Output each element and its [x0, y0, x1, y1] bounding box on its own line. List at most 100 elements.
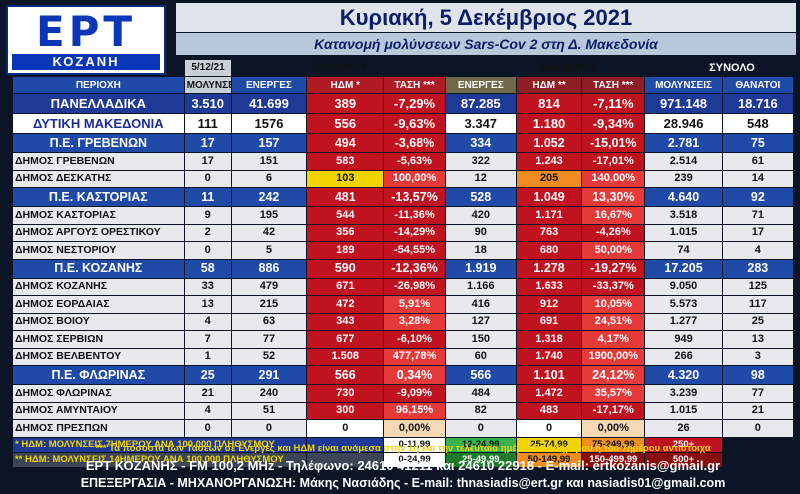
cell-value: 1.049 [516, 188, 582, 206]
row-name: ΔΗΜΟΣ ΒΟΙΟΥ [13, 313, 184, 330]
cell-value: 1.278 [516, 259, 582, 278]
cell-value: 195 [231, 207, 307, 224]
cell-value: 1.166 [445, 278, 516, 295]
cell-value: 18.716 [722, 94, 793, 113]
table-row: ΔΗΜΟΣ ΔΕΣΚΑΤΗΣ 0 6 103 100,00% 12 205 140,00% 23… [13, 170, 793, 187]
cell-value: 100,00% [384, 170, 445, 187]
cell-value: 4.320 [645, 366, 722, 384]
legend-range: 25-74,99 [516, 437, 582, 452]
cell-value: 420 [445, 207, 516, 224]
cell-value: 41.699 [231, 94, 307, 113]
cell-value: 90 [445, 224, 516, 241]
cell-value: 111 [184, 114, 231, 133]
cell-value: 0,00% [582, 420, 645, 437]
cell-value: 14 [722, 170, 793, 187]
cell-value: -7,11% [582, 94, 645, 113]
legend-row: ** ΗΔΜ: ΜΟΛΥΝΣΕΙΣ 14ΗΜΕΡΟΥ ΑΝΑ 100.000 Π… [13, 452, 793, 467]
cell-value: 21 [184, 385, 231, 402]
cell-value: 886 [231, 259, 307, 278]
cell-value: 680 [516, 242, 582, 259]
cell-value: 283 [722, 259, 793, 278]
cell-value: -17,01% [582, 153, 645, 170]
table-row: Π.Ε. ΚΑΣΤΟΡΙΑΣ 11 242 481 -13,57% 528 1.049 13,… [13, 188, 793, 206]
row-name: Π.Ε. ΦΛΩΡΙΝΑΣ [13, 366, 184, 384]
table-row: ΔΗΜΟΣ ΦΛΩΡΙΝΑΣ 21 240 730 -9,09% 484 1.472 35,5… [13, 385, 793, 402]
cell-value: 1.740 [516, 348, 582, 365]
cell-value: 21 [722, 402, 793, 419]
column-header: ΤΑΣΗ *** [582, 77, 645, 93]
cell-value: -54,55% [384, 242, 445, 259]
cell-value: -14,29% [384, 224, 445, 241]
cell-value: 13,30% [582, 188, 645, 206]
cell-value: 1.472 [516, 385, 582, 402]
cell-value: 157 [231, 134, 307, 152]
table-row: ΠΑΝΕΛΛΑΔΙΚΑ 3.510 41.699 389 -7,29% 87.285 814… [13, 94, 793, 113]
column-header: ΕΝΕΡΓΕΣ [231, 77, 307, 93]
cell-value: 548 [722, 114, 793, 133]
legend-range: 0-24,99 [384, 452, 445, 467]
cell-value: 11 [184, 188, 231, 206]
cell-value: 949 [645, 331, 722, 348]
group-7day: 7ΗΜΕΡΟΥ [314, 62, 368, 74]
cell-value: 544 [307, 207, 384, 224]
cell-value: 13 [184, 296, 231, 313]
cell-value: 912 [516, 296, 582, 313]
cell-value: 75 [722, 134, 793, 152]
row-name: Π.Ε. ΓΡΕΒΕΝΩΝ [13, 134, 184, 152]
cell-value: 1.052 [516, 134, 582, 152]
cell-value: 1.015 [645, 402, 722, 419]
row-name: ΔΗΜΟΣ ΑΡΓΟΥΣ ΟΡΕΣΤΙΚΟΥ [13, 224, 184, 241]
cell-value: -9,09% [384, 385, 445, 402]
cell-value: 17 [184, 134, 231, 152]
cell-value: 240 [231, 385, 307, 402]
cell-value: 3,28% [384, 313, 445, 330]
table-row: Π.Ε. ΓΡΕΒΕΝΩΝ 17 157 494 -3,68% 334 1.052 -15,0… [13, 134, 793, 152]
cell-value: 5 [231, 242, 307, 259]
cell-value: 4 [184, 402, 231, 419]
cell-value: 566 [445, 366, 516, 384]
legend-row: * ΗΔΜ: ΜΟΛΥΝΣΕΙΣ 7ΗΜΕΡΟΥ ΑΝΑ 100.000 ΠΛΗ… [13, 437, 793, 452]
report-date: 5/12/21 [185, 60, 231, 76]
column-header: ΕΝΕΡΓΕΣ [445, 77, 516, 93]
page-title: Κυριακή, 5 Δεκέμβριος 2021 [176, 3, 796, 32]
cell-value: 0 [231, 420, 307, 437]
footnote: *** Τα ποσοστά των Τάσεων σε Ενεργές και… [95, 443, 711, 454]
legend-range: 250+ [645, 437, 722, 452]
cell-value: 1.277 [645, 313, 722, 330]
cell-value: 24,12% [582, 366, 645, 384]
cell-value: 92 [722, 188, 793, 206]
row-name: Π.Ε. ΚΟΖΑΝΗΣ [13, 259, 184, 278]
cell-value: 3.510 [184, 94, 231, 113]
cell-value: 63 [231, 313, 307, 330]
cell-value: 389 [307, 94, 384, 113]
cell-value: -13,57% [384, 188, 445, 206]
cell-value: 16,67% [582, 207, 645, 224]
cell-value: -15,01% [582, 134, 645, 152]
cell-value: 494 [307, 134, 384, 152]
column-header: ΘΑΝΑΤΟΙ [722, 77, 793, 93]
cell-value: 1.318 [516, 331, 582, 348]
legend-label: ** ΗΔΜ: ΜΟΛΥΝΣΕΙΣ 14ΗΜΕΡΟΥ ΑΝΑ 100.000 Π… [13, 452, 307, 467]
cell-value: 3.239 [645, 385, 722, 402]
table-row: ΔΗΜΟΣ ΚΟΖΑΝΗΣ 33 479 671 -26,98% 1.166 1.633 -3… [13, 278, 793, 295]
cell-value: 763 [516, 224, 582, 241]
table-row: ΔΗΜΟΣ ΕΟΡΔΑΙΑΣ 13 215 472 5,91% 416 912 10,05% 5… [13, 296, 793, 313]
cell-value: 971.148 [645, 94, 722, 113]
cell-value: 677 [307, 331, 384, 348]
logo-brand: ΕΡΤ [35, 7, 137, 56]
cell-value: 28.946 [645, 114, 722, 133]
legend-range: 150-499,99 [582, 452, 645, 467]
cell-value: 24,51% [582, 313, 645, 330]
legend-range: 50-149,99 [516, 452, 582, 467]
logo-city: ΚΟΖΑΝΗ [12, 54, 160, 70]
row-name: ΔΗΜΟΣ ΝΕΣΤΟΡΙΟΥ [13, 242, 184, 259]
row-name: ΔΗΜΟΣ ΔΕΣΚΑΤΗΣ [13, 170, 184, 187]
cell-value: 1.633 [516, 278, 582, 295]
table-row: ΔΗΜΟΣ ΒΕΛΒΕΝΤΟΥ 1 52 1.508 477,78% 60 1.740 190… [13, 348, 793, 365]
table-row: ΔΗΜΟΣ ΝΕΣΤΟΡΙΟΥ 0 5 189 -54,55% 18 680 50,00% 74… [13, 242, 793, 259]
column-header: ΗΔΜ * [307, 77, 384, 93]
column-header: ΗΔΜ ** [516, 77, 582, 93]
cell-value: 0,00% [384, 420, 445, 437]
legend-range: 0-11,99 [384, 437, 445, 452]
cell-value: 9 [184, 207, 231, 224]
